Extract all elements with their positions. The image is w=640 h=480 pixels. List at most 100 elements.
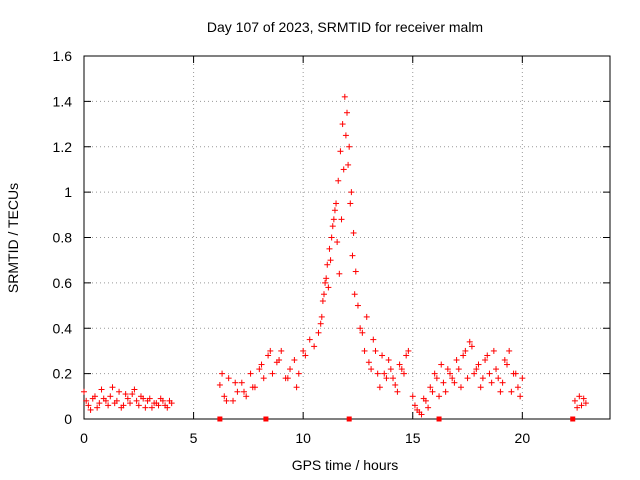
data-point (479, 375, 486, 382)
data-point (162, 402, 169, 409)
data-point (225, 375, 232, 382)
data-point (339, 121, 346, 128)
data-point (258, 361, 265, 368)
data-point (238, 379, 245, 386)
data-point (324, 261, 331, 268)
data-point (351, 291, 358, 298)
data-point (368, 366, 375, 373)
data-point (109, 384, 116, 391)
data-point (345, 161, 352, 168)
data-point (398, 366, 405, 373)
y-axis-title: SRMTID / TECUs (5, 183, 21, 293)
grid (84, 56, 610, 419)
data-point (232, 379, 239, 386)
x-tick-label: 20 (515, 430, 531, 446)
data-point (482, 357, 489, 364)
data-point (576, 393, 583, 400)
data-point (425, 404, 432, 411)
data-point (416, 409, 423, 416)
y-tick-label: 1.4 (53, 93, 73, 109)
data-point (338, 216, 345, 223)
data-point (582, 400, 589, 407)
data-point (322, 279, 329, 286)
data-point (361, 347, 368, 354)
data-point (247, 370, 254, 377)
data-point (317, 320, 324, 327)
data-point (83, 397, 90, 404)
data-point (376, 384, 383, 391)
data-point (495, 375, 502, 382)
data-point (514, 384, 521, 391)
data-point (335, 177, 342, 184)
x-axis-title: GPS time / hours (292, 457, 399, 473)
data-point (405, 347, 412, 354)
data-point (122, 391, 129, 398)
data-point (243, 393, 250, 400)
data-point (249, 384, 256, 391)
data-point (347, 200, 354, 207)
data-point (341, 93, 348, 100)
x-tick-label: 5 (190, 430, 198, 446)
data-point (486, 370, 493, 377)
data-point (455, 366, 462, 373)
x-tick-label: 15 (405, 430, 421, 446)
data-point (113, 397, 120, 404)
data-point (124, 395, 131, 402)
data-point (284, 375, 291, 382)
data-point (578, 402, 585, 409)
data-point (438, 361, 445, 368)
data-point (129, 391, 136, 398)
data-point (153, 400, 160, 407)
data-point (330, 216, 337, 223)
data-point (436, 393, 443, 400)
data-point (98, 386, 105, 393)
data-point (497, 388, 504, 395)
data-point (506, 347, 513, 354)
y-tick-label: 0.4 (53, 320, 73, 336)
data-point (333, 200, 340, 207)
data-point (278, 347, 285, 354)
data-point (327, 257, 334, 264)
data-point (140, 395, 147, 402)
gap-marker (346, 416, 352, 422)
y-tick-label: 1.6 (53, 48, 73, 64)
data-point (499, 379, 506, 386)
data-point (420, 395, 427, 402)
data-point (431, 370, 438, 377)
data-point (365, 359, 372, 366)
data-point (336, 270, 343, 277)
data-point (350, 229, 357, 236)
data-point (329, 223, 336, 230)
data-point (334, 239, 341, 246)
y-tick-label: 0.2 (53, 366, 73, 382)
data-point (291, 357, 298, 364)
data-point (490, 347, 497, 354)
data-point (319, 298, 326, 305)
data-point (580, 395, 587, 402)
data-point (230, 397, 237, 404)
data-point (306, 336, 313, 343)
data-point (447, 370, 454, 377)
data-point (352, 268, 359, 275)
data-point (449, 375, 456, 382)
data-point (81, 388, 87, 395)
data-point (508, 388, 515, 395)
data-point (427, 384, 434, 391)
y-tick-label: 1.2 (53, 139, 73, 155)
data-point (349, 252, 356, 259)
data-point (466, 338, 473, 345)
data-point (357, 325, 364, 332)
data-point (383, 375, 390, 382)
data-point (87, 406, 94, 413)
data-point (135, 402, 142, 409)
data-point (519, 375, 526, 382)
data-point (300, 347, 307, 354)
gap-marker (263, 416, 269, 422)
data-point (374, 370, 381, 377)
data-point (267, 347, 274, 354)
data-point (462, 347, 469, 354)
data-point (471, 370, 478, 377)
data-point (359, 329, 366, 336)
data-point (400, 370, 407, 377)
data-point (354, 302, 361, 309)
